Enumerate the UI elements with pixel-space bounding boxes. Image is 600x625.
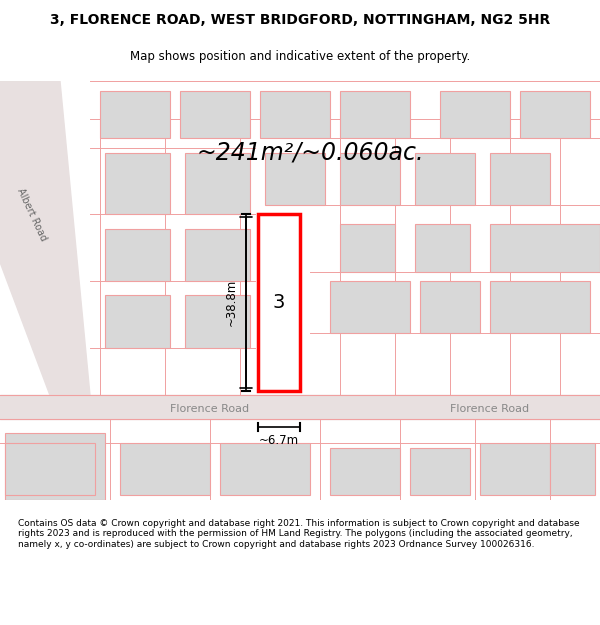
Bar bbox=[420, 281, 480, 334]
Text: Florence Road: Florence Road bbox=[170, 404, 250, 414]
Bar bbox=[340, 91, 410, 138]
Bar bbox=[5, 433, 105, 500]
Bar bbox=[340, 224, 395, 272]
Bar bbox=[180, 91, 250, 138]
Bar bbox=[550, 443, 595, 495]
Bar bbox=[330, 281, 410, 334]
Bar bbox=[265, 152, 325, 205]
Bar bbox=[120, 443, 210, 495]
Bar bbox=[105, 152, 170, 214]
Text: ~38.8m: ~38.8m bbox=[225, 279, 238, 326]
Polygon shape bbox=[0, 81, 90, 396]
Bar bbox=[490, 281, 590, 334]
Bar bbox=[480, 443, 550, 495]
Bar bbox=[410, 448, 470, 495]
Bar bbox=[0, 396, 600, 419]
Bar bbox=[340, 152, 400, 205]
Bar bbox=[5, 443, 95, 495]
Text: Florence Road: Florence Road bbox=[451, 404, 530, 414]
Bar bbox=[105, 229, 170, 281]
Bar bbox=[260, 91, 330, 138]
Text: Contains OS data © Crown copyright and database right 2021. This information is : Contains OS data © Crown copyright and d… bbox=[18, 519, 580, 549]
Bar bbox=[185, 296, 250, 348]
Text: ~241m²/~0.060ac.: ~241m²/~0.060ac. bbox=[196, 141, 424, 164]
Text: 3: 3 bbox=[273, 293, 285, 312]
Text: 3, FLORENCE ROAD, WEST BRIDGFORD, NOTTINGHAM, NG2 5HR: 3, FLORENCE ROAD, WEST BRIDGFORD, NOTTIN… bbox=[50, 13, 550, 28]
Bar bbox=[220, 443, 310, 495]
Text: ~6.7m: ~6.7m bbox=[259, 434, 299, 447]
Bar bbox=[440, 91, 510, 138]
Bar bbox=[100, 91, 170, 138]
Bar bbox=[185, 152, 250, 214]
Bar bbox=[415, 152, 475, 205]
Bar bbox=[520, 91, 590, 138]
Bar bbox=[330, 448, 400, 495]
Bar bbox=[490, 224, 600, 272]
Polygon shape bbox=[0, 81, 70, 309]
Bar bbox=[258, 214, 300, 391]
Text: Albert Road: Albert Road bbox=[16, 186, 49, 242]
Bar bbox=[185, 229, 250, 281]
Bar bbox=[105, 296, 170, 348]
Bar bbox=[490, 152, 550, 205]
Bar bbox=[415, 224, 470, 272]
Text: Map shows position and indicative extent of the property.: Map shows position and indicative extent… bbox=[130, 51, 470, 63]
